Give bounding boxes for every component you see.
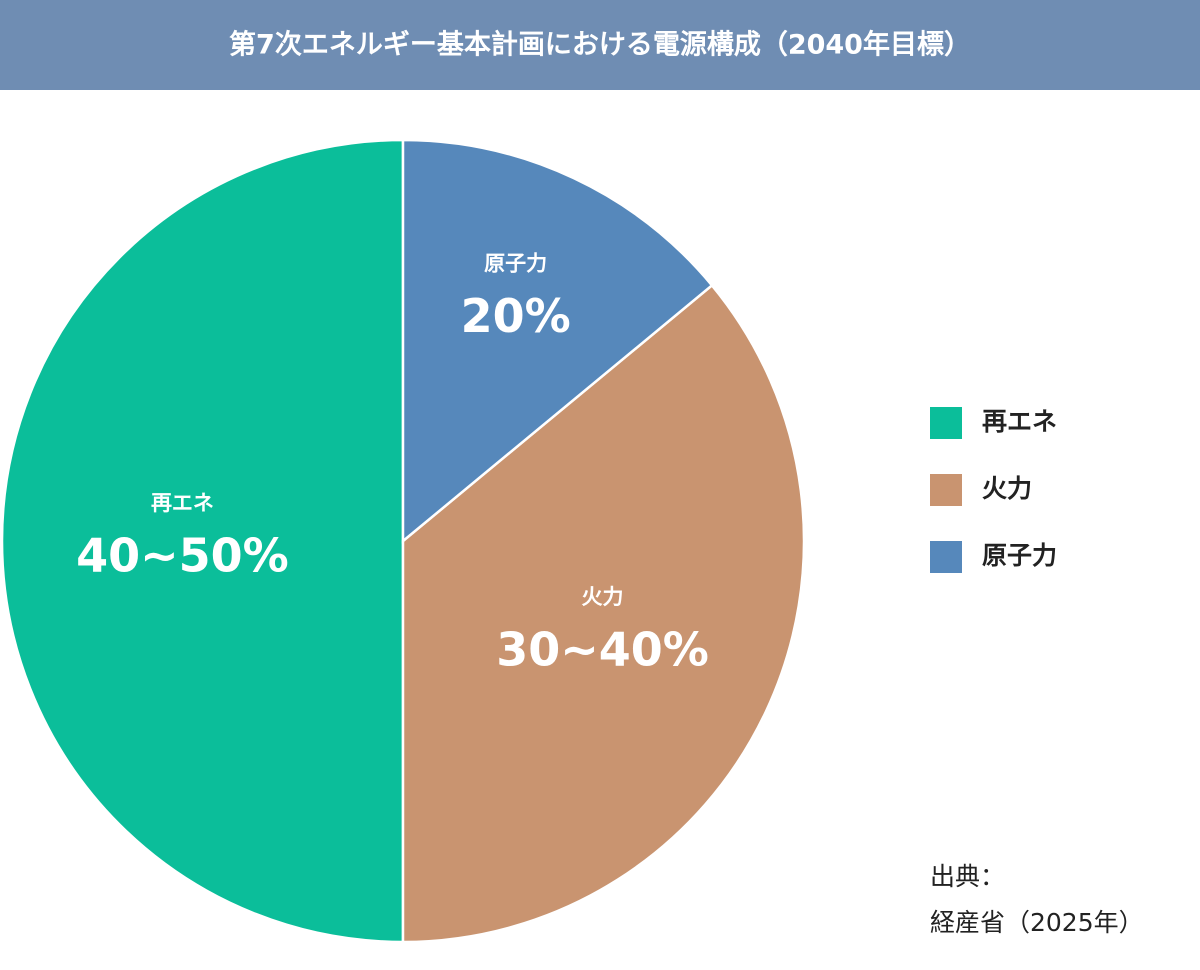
legend-label: 原子力 [982,541,1057,570]
slice-name: 火力 [582,585,624,609]
slice-label: 20% [461,289,571,343]
slice-label: 30~40% [496,622,709,676]
pie-slice [401,283,806,944]
pie-slice [0,138,405,944]
legend-label: 火力 [982,474,1032,503]
source-label: 出典： [930,862,1005,891]
slice-name: 原子力 [484,252,547,276]
source-text: 経産省（2025年） [930,908,1144,937]
slice-label: 40~50% [76,529,289,583]
title-bar [0,0,1200,90]
legend-swatch [930,407,962,439]
legend-swatch [930,474,962,506]
legend-label: 再エネ [982,407,1057,436]
pie-slice [401,138,714,544]
slice-name: 再エネ [151,491,214,515]
chart-title: 第7次エネルギー基本計画における電源構成（2040年目標） [229,29,971,61]
legend-swatch [930,541,962,573]
